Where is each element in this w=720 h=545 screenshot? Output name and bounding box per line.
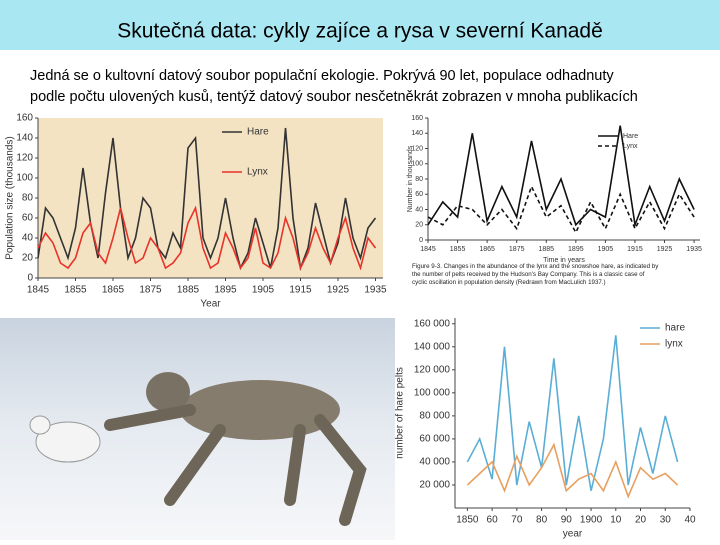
y-axis-label: Population size (thousands) <box>5 136 16 259</box>
x-axis-label: year <box>563 529 583 540</box>
title: Skutečná data: cykly zajíce a rysa v sev… <box>117 20 603 43</box>
y-tick-label: 0 <box>419 237 423 244</box>
x-tick-label: 60 <box>487 515 499 526</box>
caption-line: Figure 9-3. Changes in the abundance of … <box>412 263 659 270</box>
x-tick-label: 1905 <box>598 246 614 253</box>
x-tick-label: 1915 <box>289 285 312 296</box>
lynx-head <box>146 372 190 412</box>
y-tick-label: 160 <box>411 115 423 122</box>
y-tick-label: 80 <box>415 176 423 183</box>
x-tick-label: 1915 <box>627 246 643 253</box>
legend-label: Lynx <box>623 143 638 150</box>
x-tick-label: 1875 <box>509 246 525 253</box>
x-tick-label: 70 <box>511 515 523 526</box>
x-axis-label: Year <box>200 299 221 310</box>
y-tick-label: 160 <box>16 113 33 124</box>
x-tick-label: 1900 <box>580 515 603 526</box>
x-tick-label: 1925 <box>657 246 673 253</box>
y-tick-label: 60 <box>22 213 34 224</box>
x-axis-label: Time in years <box>543 257 585 264</box>
text-line: Jedná se o kultovní datový soubor popula… <box>30 68 614 84</box>
y-tick-label: 20 000 <box>419 480 450 491</box>
hare <box>35 421 101 463</box>
plot-background <box>38 118 383 278</box>
y-tick-label: 80 000 <box>419 411 450 422</box>
x-tick-label: 1845 <box>420 246 436 253</box>
y-tick-label: 40 <box>22 233 34 244</box>
y-tick-label: 0 <box>27 273 33 284</box>
y-tick-label: 100 000 <box>414 387 451 398</box>
series-line <box>427 184 695 235</box>
caption-line: cyclic oscillation in population density… <box>412 279 606 286</box>
legend-label: lynx <box>665 339 683 350</box>
x-tick-label: 80 <box>536 515 548 526</box>
x-tick-label: 1850 <box>456 515 479 526</box>
y-tick-label: 80 <box>22 193 34 204</box>
y-tick-label: 40 000 <box>419 457 450 468</box>
y-tick-label: 20 <box>22 253 34 264</box>
y-tick-label: 100 <box>411 161 423 168</box>
y-tick-label: 120 <box>411 145 423 152</box>
x-tick-label: 1905 <box>252 285 275 296</box>
x-tick-label: 90 <box>561 515 573 526</box>
caption: Figure 9-3. Changes in the abundance of … <box>412 263 659 286</box>
y-tick-label: 120 <box>16 153 33 164</box>
legend-label: hare <box>665 323 685 334</box>
series-line <box>466 335 679 491</box>
x-tick-label: 1925 <box>327 285 350 296</box>
legend-label: Hare <box>623 133 638 140</box>
x-tick-label: 1885 <box>177 285 200 296</box>
y-axis-label: Number in thousands <box>407 145 414 212</box>
y-tick-label: 140 <box>411 130 423 137</box>
y-tick-label: 140 000 <box>414 341 451 352</box>
text-line: podle počtu ulovených kusů, tentýž datov… <box>30 89 638 105</box>
x-tick-label: 1895 <box>214 285 237 296</box>
series-line <box>37 205 377 271</box>
legend-label: Lynx <box>247 167 268 178</box>
y-tick-label: 100 <box>16 173 33 184</box>
x-tick-label: 1855 <box>450 246 466 253</box>
y-axis-label: number of hare pelts <box>395 367 406 459</box>
x-tick-label: 1885 <box>538 246 554 253</box>
x-tick-label: 30 <box>660 515 672 526</box>
lynx <box>180 380 340 440</box>
x-tick-label: 1845 <box>27 285 50 296</box>
lynx-legs <box>104 404 367 526</box>
legend-label: Hare <box>247 127 269 138</box>
x-tick-label: 1935 <box>364 285 387 296</box>
x-tick-label: 1865 <box>102 285 125 296</box>
y-tick-label: 40 <box>415 206 423 213</box>
x-tick-label: 1935 <box>686 246 702 253</box>
x-tick-label: 1855 <box>64 285 87 296</box>
y-tick-label: 120 000 <box>414 364 451 375</box>
y-tick-label: 60 <box>415 191 423 198</box>
caption-line: the number of pelts received by the Huds… <box>412 271 645 278</box>
title-band <box>0 0 720 50</box>
y-tick-label: 60 000 <box>419 434 450 445</box>
series-line <box>466 442 679 499</box>
x-tick-label: 1875 <box>139 285 162 296</box>
x-tick-label: 1895 <box>568 246 584 253</box>
photo <box>0 318 395 540</box>
x-tick-label: 10 <box>610 515 622 526</box>
hare-head <box>29 415 51 435</box>
y-tick-label: 160 000 <box>414 318 451 329</box>
series-line <box>427 125 695 228</box>
x-tick-label: 40 <box>684 515 696 526</box>
x-tick-label: 1865 <box>479 246 495 253</box>
y-tick-label: 140 <box>16 133 33 144</box>
x-tick-label: 20 <box>635 515 647 526</box>
y-tick-label: 20 <box>415 222 423 229</box>
